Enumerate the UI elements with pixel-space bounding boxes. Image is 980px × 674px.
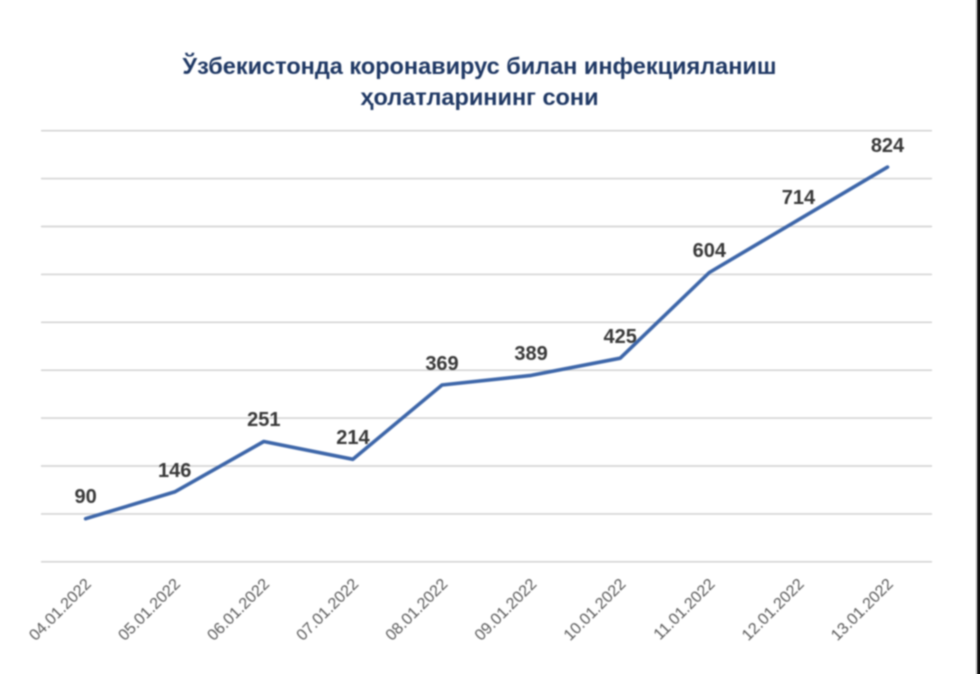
svg-text:08.01.2022: 08.01.2022 [383,576,452,645]
svg-text:11.01.2022: 11.01.2022 [651,576,719,644]
svg-text:09.01.2022: 09.01.2022 [472,576,541,645]
svg-text:13.01.2022: 13.01.2022 [828,576,897,645]
svg-text:12.01.2022: 12.01.2022 [739,576,808,645]
svg-text:10.01.2022: 10.01.2022 [561,576,630,645]
svg-text:06.01.2022: 06.01.2022 [204,576,273,645]
svg-text:07.01.2022: 07.01.2022 [294,576,363,645]
svg-text:04.01.2022: 04.01.2022 [26,576,95,645]
svg-text:05.01.2022: 05.01.2022 [115,576,184,645]
